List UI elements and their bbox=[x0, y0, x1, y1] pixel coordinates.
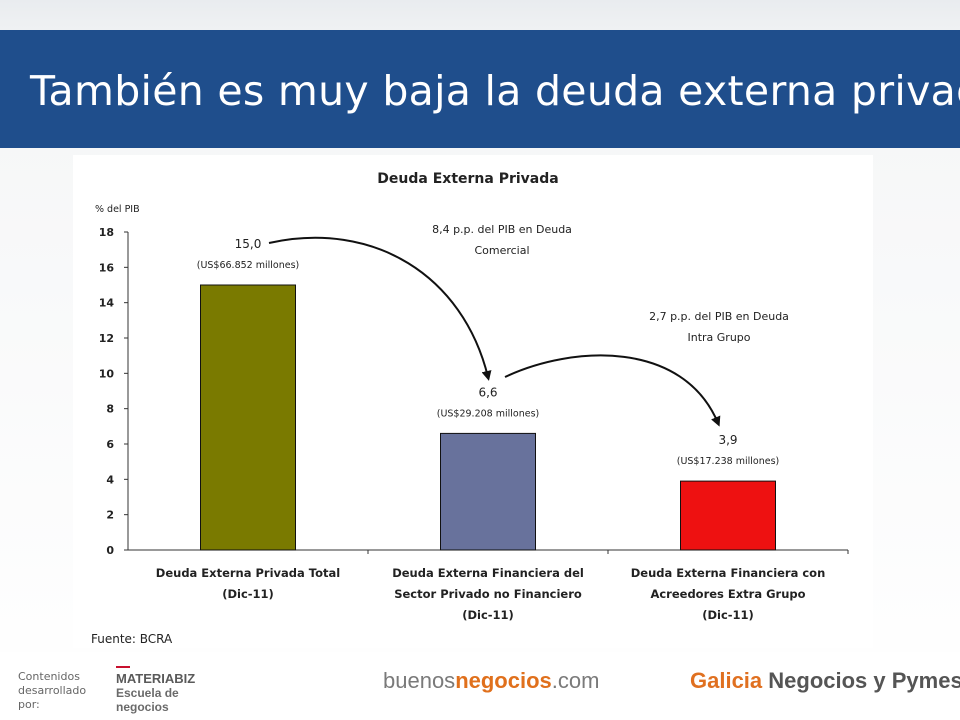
data-labels: 15,0 (US$66.852 millones) Deuda Externa Pr… bbox=[156, 237, 826, 622]
annotation-text: 2,7 p.p. del PIB en Deuda bbox=[649, 310, 789, 323]
annotation-text: Comercial bbox=[474, 244, 529, 257]
arrow-financiera-to-extra-grupo bbox=[504, 354, 721, 427]
bn-com: .com bbox=[551, 668, 600, 693]
category-label: (Dic-11) bbox=[462, 608, 514, 622]
category-label: (Dic-11) bbox=[222, 587, 274, 601]
footer-credits: Contenidos desarrollado por: bbox=[18, 670, 87, 711]
chart-panel: Deuda Externa Privada % del PIB 0 2 4 6 8 10 1… bbox=[73, 155, 873, 648]
category-label: (Dic-11) bbox=[702, 608, 754, 622]
amount-label: (US$29.208 millones) bbox=[437, 408, 540, 419]
annotation-text: 8,4 p.p. del PIB en Deuda bbox=[432, 223, 572, 236]
bn-negocios: negocios bbox=[455, 668, 552, 693]
bars bbox=[200, 284, 776, 551]
amount-label: (US$66.852 millones) bbox=[197, 260, 300, 271]
category-label: Sector Privado no Financiero bbox=[394, 587, 582, 601]
y-tick-label: 6 bbox=[106, 438, 114, 451]
annotations: 8,4 p.p. del PIB en Deuda Comercial 2,7 p.… bbox=[432, 223, 789, 344]
category-label: Deuda Externa Financiera del bbox=[392, 566, 584, 580]
y-tick-label: 16 bbox=[99, 261, 115, 274]
chart-title: Deuda Externa Privada bbox=[377, 171, 558, 187]
y-tick-label: 12 bbox=[99, 332, 114, 345]
materiabiz-escuela: Escuela de bbox=[116, 686, 179, 700]
y-axis-label: % del PIB bbox=[95, 204, 140, 215]
annotation-text: Intra Grupo bbox=[687, 331, 750, 344]
galicia-logo: Galicia Negocios y Pymes bbox=[690, 668, 960, 694]
arrow-total-to-financiera bbox=[268, 236, 492, 381]
bar bbox=[200, 284, 296, 551]
y-tick-label: 18 bbox=[99, 226, 114, 239]
materiabiz-negocios: negocios bbox=[116, 700, 169, 714]
bar bbox=[680, 480, 776, 551]
value-label: 6,6 bbox=[478, 385, 497, 399]
materiabiz-name: MATERIABIZ bbox=[116, 671, 196, 686]
chart-source: Fuente: BCRA bbox=[91, 632, 173, 646]
buenosnegocios-logo: buenosnegocios.com bbox=[383, 668, 599, 694]
bar bbox=[440, 432, 536, 551]
galicia-word: Galicia bbox=[690, 668, 763, 693]
bar-chart: Deuda Externa Privada % del PIB 0 2 4 6 8 10 1… bbox=[91, 171, 849, 646]
category-label: Deuda Externa Financiera con bbox=[631, 566, 826, 580]
y-tick-label: 10 bbox=[99, 367, 115, 380]
y-tick-label: 4 bbox=[106, 473, 114, 486]
y-tick-label: 2 bbox=[106, 509, 114, 522]
y-tick-label: 0 bbox=[106, 544, 114, 557]
value-label: 15,0 bbox=[235, 237, 262, 251]
value-label: 3,9 bbox=[718, 433, 737, 447]
category-label: Deuda Externa Privada Total bbox=[156, 566, 340, 580]
arrows bbox=[268, 236, 721, 427]
galicia-rest: Negocios y Pymes bbox=[762, 668, 960, 693]
category-label: Acreedores Extra Grupo bbox=[650, 587, 805, 601]
y-tick-label: 14 bbox=[99, 297, 115, 310]
title-band: También es muy baja la deuda externa pri… bbox=[0, 30, 960, 148]
y-tick-label: 8 bbox=[106, 403, 114, 416]
materiabiz-logo: MATERIABIZ Escuela de negocios bbox=[116, 671, 196, 715]
footer: Contenidos desarrollado por: MATERIABIZ … bbox=[0, 652, 960, 720]
materiabiz-accent bbox=[116, 666, 130, 668]
bn-buenos: buenos bbox=[383, 668, 456, 693]
amount-label: (US$17.238 millones) bbox=[677, 456, 780, 467]
slide-title: También es muy baja la deuda externa pri… bbox=[30, 67, 960, 115]
